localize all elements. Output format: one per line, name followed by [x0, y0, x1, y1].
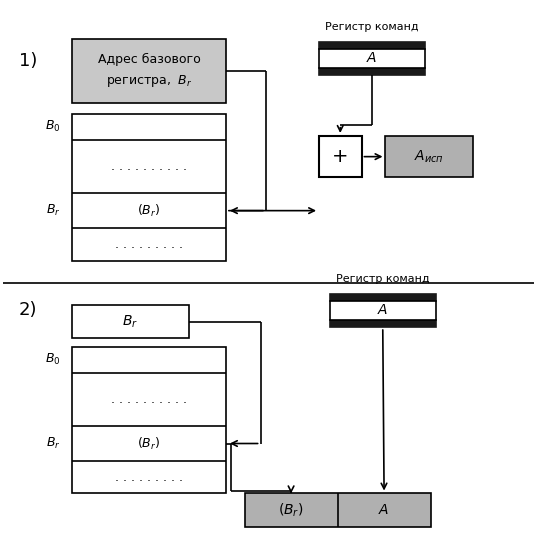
Text: $B_r$: $B_r$ [46, 436, 60, 451]
Bar [72, 39, 226, 102]
Text: $B_r$: $B_r$ [46, 203, 60, 218]
Text: . . . . . . . . .: . . . . . . . . . [115, 471, 183, 484]
Bar [330, 320, 436, 327]
Bar [386, 136, 473, 178]
Text: +: + [332, 147, 349, 166]
Text: Адрес базового
регистра,  $B_r$: Адрес базового регистра, $B_r$ [98, 53, 200, 88]
Text: $(B_r)$: $(B_r)$ [137, 203, 161, 219]
Text: 2): 2) [19, 301, 37, 320]
Text: $(B_r)$: $(B_r)$ [137, 436, 161, 451]
Text: $A_\mathit{исп}$: $A_\mathit{исп}$ [415, 148, 444, 165]
Bar [72, 305, 189, 338]
Text: $A$: $A$ [379, 503, 390, 517]
Text: $B_0$: $B_0$ [45, 119, 60, 134]
Bar [330, 301, 436, 320]
Bar [72, 114, 226, 260]
Bar [319, 41, 425, 49]
Text: $A$: $A$ [377, 304, 388, 318]
Bar [330, 294, 436, 301]
Bar [319, 49, 425, 68]
Text: Регистр команд: Регистр команд [336, 274, 430, 284]
Text: . . . . . . . . .: . . . . . . . . . [115, 238, 183, 251]
Text: $(B_r)$: $(B_r)$ [278, 501, 304, 519]
Text: . . . . . . . . . .: . . . . . . . . . . [111, 393, 187, 406]
Text: $A$: $A$ [366, 51, 378, 65]
Text: . . . . . . . . . .: . . . . . . . . . . [111, 160, 187, 173]
Bar [244, 493, 431, 527]
Text: $B_r$: $B_r$ [122, 314, 139, 330]
Text: Регистр команд: Регистр команд [325, 22, 419, 31]
Text: 1): 1) [19, 52, 37, 70]
Bar [319, 136, 361, 178]
Bar [319, 68, 425, 75]
Bar [72, 347, 226, 493]
Text: $B_0$: $B_0$ [45, 352, 60, 367]
